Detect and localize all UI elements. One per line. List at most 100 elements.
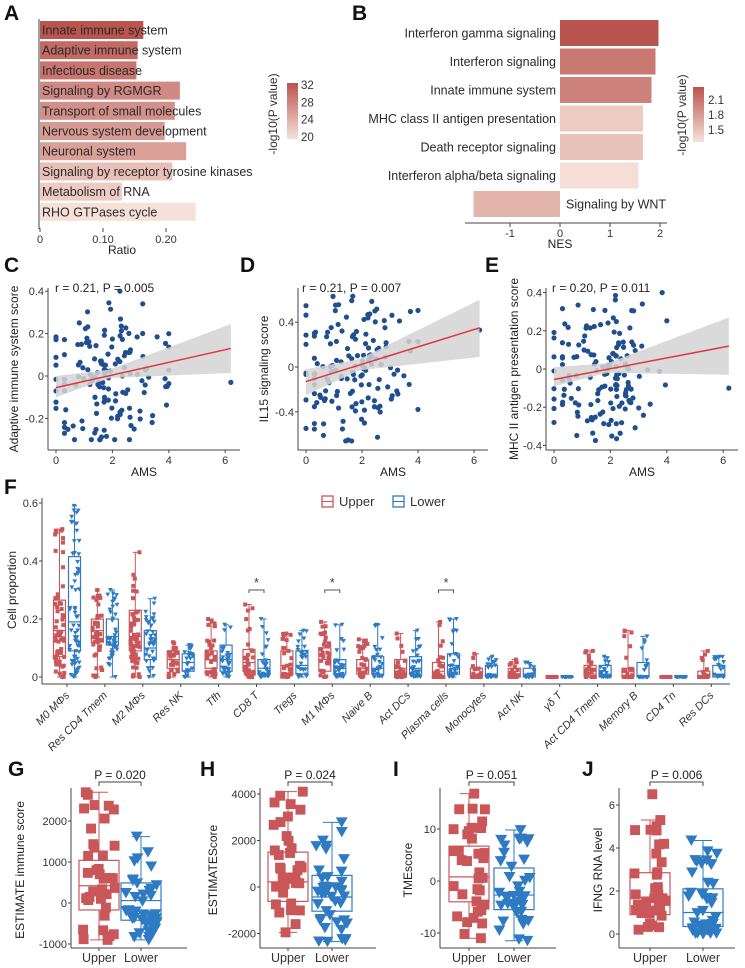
data-point [395, 391, 401, 397]
data-point-square [205, 638, 210, 643]
data-point-triangle [106, 656, 112, 662]
data-point-triangle [148, 623, 154, 628]
data-point-square [131, 588, 136, 593]
data-point-square [169, 668, 174, 673]
data-point-triangle [69, 585, 75, 590]
bar-label: Death receptor signaling [421, 141, 557, 155]
box-group [90, 587, 120, 680]
data-point-square [244, 672, 249, 677]
data-point-triangle [149, 641, 155, 646]
data-point-square [448, 824, 459, 835]
data-point [613, 381, 619, 388]
data-point-square [128, 628, 133, 633]
data-point [584, 418, 590, 424]
data-point-triangle [112, 596, 117, 601]
data-point-square [60, 584, 65, 589]
data-point [142, 382, 148, 388]
data-point-square [441, 655, 446, 660]
data-point-triangle [375, 671, 381, 676]
bar [560, 105, 643, 132]
data-point-square [468, 912, 479, 923]
data-point-square [363, 670, 368, 675]
x-tick-label: 4 [166, 455, 172, 467]
data-point-square [242, 667, 247, 672]
data-point-triangle [143, 615, 149, 620]
data-point [162, 376, 168, 382]
data-point-triangle [720, 665, 726, 670]
data-point-triangle [371, 674, 377, 680]
data-point-triangle [694, 920, 707, 931]
data-point-square [326, 655, 331, 660]
data-point-triangle [112, 636, 118, 641]
data-point [314, 361, 320, 367]
data-point-triangle [76, 538, 82, 544]
y-tick-label: 4000 [232, 789, 256, 801]
bar [560, 77, 652, 103]
data-point [359, 399, 365, 405]
data-point-triangle [226, 670, 232, 676]
x-tick-label: Upper [271, 951, 305, 965]
data-point [574, 353, 580, 360]
data-point-square [209, 659, 214, 664]
data-point [595, 391, 601, 397]
data-point-square [107, 873, 118, 884]
bar [40, 101, 175, 120]
data-point-triangle [67, 644, 73, 649]
data-point-triangle [150, 629, 156, 635]
x-tick-label: Upper [82, 951, 116, 965]
data-point-square [470, 664, 475, 669]
bar-label: Innate immune system [42, 24, 168, 38]
data-point-triangle [189, 652, 195, 657]
bar-label: Neuronal system [42, 145, 136, 159]
data-point-triangle [685, 835, 698, 846]
data-point-square [212, 638, 217, 643]
data-point-triangle [136, 914, 149, 926]
data-point-square [365, 641, 370, 646]
data-point [119, 336, 125, 342]
data-point-square [99, 910, 110, 921]
data-point-square [53, 596, 58, 601]
data-point-square [242, 656, 247, 661]
data-point-square [357, 645, 362, 650]
x-tick-label: 2 [607, 455, 613, 467]
data-point-square [326, 641, 332, 646]
data-point-triangle [706, 919, 719, 930]
data-point-square [285, 799, 296, 810]
data-point-square [130, 644, 135, 649]
data-point [162, 340, 169, 346]
data-point-triangle [152, 633, 158, 638]
data-point-square [84, 892, 95, 902]
x-tick-label: Lower [124, 951, 158, 965]
data-point-triangle [128, 856, 141, 867]
data-point-square [649, 893, 660, 904]
data-point-square [701, 669, 706, 674]
data-point-triangle [71, 623, 76, 628]
data-point-triangle [521, 935, 534, 947]
data-point-triangle [263, 645, 269, 650]
x-tick-label: 0 [557, 228, 563, 240]
data-point [620, 339, 626, 345]
data-point-square [507, 674, 512, 679]
data-point [610, 405, 616, 412]
significance-star: * [443, 575, 448, 590]
x-tick-label: CD8 T [231, 689, 263, 721]
data-point-square [98, 595, 103, 600]
data-point-triangle [220, 659, 225, 664]
data-point-triangle [493, 925, 506, 936]
data-point-triangle [265, 669, 271, 675]
data-point-triangle [411, 670, 416, 676]
data-point [122, 349, 129, 356]
data-point-triangle [298, 667, 304, 672]
data-point-square [244, 616, 249, 621]
bar-label: Signaling by WNT [566, 198, 666, 212]
data-point-square [135, 660, 140, 665]
colorbar-tick-label: 2.1 [708, 95, 724, 107]
data-point-triangle [150, 880, 163, 891]
data-point [595, 397, 601, 404]
data-point-triangle [228, 625, 233, 630]
data-point [105, 351, 111, 357]
bar [40, 81, 180, 100]
data-point-triangle [146, 674, 152, 680]
data-point [559, 361, 566, 368]
data-point-square [54, 530, 59, 535]
